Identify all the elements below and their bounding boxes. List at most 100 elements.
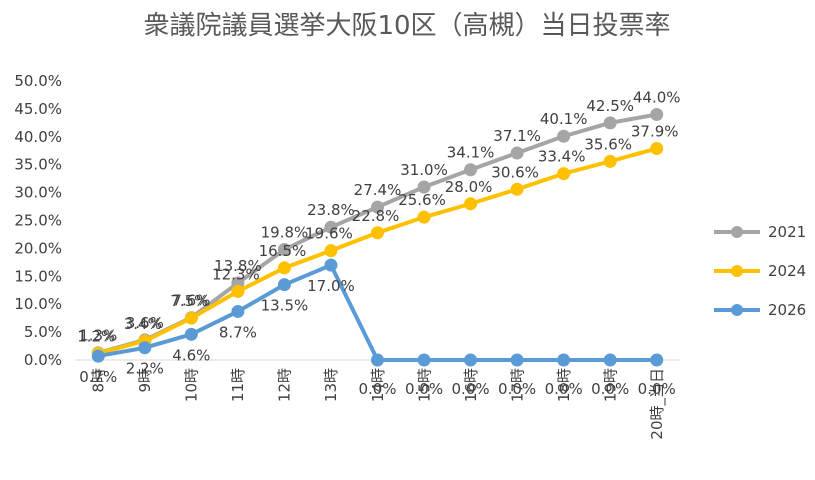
data-point-2026 bbox=[650, 353, 664, 367]
legend-item-2024: 2024 bbox=[714, 262, 806, 280]
y-tick-label: 20.0% bbox=[14, 239, 62, 257]
legend-item-2021: 2021 bbox=[714, 223, 806, 241]
data-point-2024 bbox=[510, 182, 524, 196]
data-label-2026: 0.0% bbox=[452, 380, 490, 398]
data-point-2021 bbox=[510, 146, 524, 160]
x-tick-label: 15時 bbox=[415, 368, 433, 402]
data-label-2021: 40.1% bbox=[540, 110, 588, 128]
legend-marker bbox=[731, 226, 743, 238]
data-point-2026 bbox=[184, 327, 198, 341]
data-label-2024: 37.9% bbox=[631, 123, 679, 141]
data-point-2024 bbox=[231, 284, 245, 298]
x-tick-label: 14時 bbox=[369, 368, 387, 402]
data-point-2021 bbox=[603, 116, 617, 130]
data-label-2021: 23.8% bbox=[307, 201, 355, 219]
data-point-2021 bbox=[650, 107, 664, 121]
data-label-2021: 19.8% bbox=[261, 224, 309, 242]
data-point-2026 bbox=[91, 349, 105, 363]
data-label-2026: 0.0% bbox=[358, 380, 396, 398]
data-label-2021: 1.3% bbox=[79, 327, 117, 345]
data-point-2026 bbox=[417, 353, 431, 367]
data-label-2024: 35.6% bbox=[584, 135, 632, 153]
data-point-2026 bbox=[371, 353, 384, 367]
y-tick-label: 0.0% bbox=[24, 351, 62, 369]
data-point-2026 bbox=[231, 304, 245, 318]
y-tick-label: 35.0% bbox=[14, 156, 62, 174]
data-point-2021 bbox=[371, 200, 384, 214]
data-point-2024 bbox=[324, 244, 338, 258]
x-tick-label: 13時 bbox=[322, 368, 340, 402]
series-layer bbox=[91, 107, 664, 367]
data-label-2021: 37.1% bbox=[493, 127, 541, 145]
x-axis: 8時 9時 10時 11時 12時 13時 14時 15時 16時 17時 18時 19時 20時_当日 bbox=[75, 359, 680, 440]
data-point-2026 bbox=[138, 341, 152, 355]
x-tick-label: 8時 bbox=[90, 368, 108, 393]
data-label-2024: 19.6% bbox=[305, 225, 353, 243]
data-label-2026: 4.6% bbox=[172, 346, 210, 364]
data-point-2024 bbox=[184, 311, 198, 325]
series-line-2024 bbox=[97, 146, 658, 356]
data-point-2024 bbox=[417, 210, 431, 224]
data-point-2021 bbox=[277, 243, 291, 257]
data-point-2021 bbox=[324, 220, 338, 234]
y-tick-label: 30.0% bbox=[14, 184, 62, 202]
data-point-2024 bbox=[557, 167, 571, 181]
data-label-2024: 3.4% bbox=[124, 315, 162, 333]
data-label-2021: 34.1% bbox=[447, 144, 495, 162]
y-tick-label: 50.0% bbox=[14, 72, 62, 90]
data-point-2026 bbox=[557, 353, 571, 367]
data-label-2021: 31.0% bbox=[400, 161, 448, 179]
data-label-2026: 0.0% bbox=[545, 380, 583, 398]
data-label-2021: 13.8% bbox=[214, 257, 262, 275]
x-tick-label: 16時 bbox=[462, 368, 480, 402]
data-label-2024: 28.0% bbox=[445, 178, 493, 196]
chart-title: 衆議院議員選挙大阪10区（高槻）当日投票率 bbox=[143, 11, 670, 41]
data-label-2024: 1.2% bbox=[77, 327, 115, 345]
data-label-2024: 25.6% bbox=[398, 191, 446, 209]
data-label-2026: 0.0% bbox=[498, 380, 536, 398]
data-point-2026 bbox=[603, 353, 617, 367]
data-label-2021: 27.4% bbox=[354, 181, 402, 199]
data-label-2026: 0.0% bbox=[591, 380, 629, 398]
y-tick-label: 15.0% bbox=[14, 267, 62, 285]
data-label-2026: 8.7% bbox=[219, 323, 257, 341]
x-tick-label: 9時 bbox=[136, 368, 154, 393]
data-label-2026: 13.5% bbox=[261, 297, 309, 315]
data-point-2026 bbox=[464, 353, 478, 367]
data-point-2024 bbox=[277, 261, 291, 275]
data-point-2021 bbox=[417, 180, 431, 194]
data-point-2024 bbox=[371, 226, 384, 240]
data-point-2024 bbox=[603, 154, 617, 168]
data-label-2026: 0.7% bbox=[79, 368, 117, 386]
data-point-2026 bbox=[324, 258, 338, 272]
data-point-2021 bbox=[464, 163, 478, 177]
legend-item-2026: 2026 bbox=[714, 301, 806, 319]
y-axis: 0.0% 5.0% 10.0% 15.0% 20.0% 25.0% 30.0% 35.0% 40… bbox=[14, 72, 62, 369]
x-tick-label: 20時_当日 bbox=[648, 368, 667, 440]
y-tick-label: 25.0% bbox=[14, 212, 62, 230]
x-tick-label: 11時 bbox=[229, 368, 247, 402]
y-tick-label: 40.0% bbox=[14, 128, 62, 146]
y-tick-label: 10.0% bbox=[14, 295, 62, 313]
legend-marker bbox=[731, 265, 743, 277]
data-point-2024 bbox=[464, 197, 478, 211]
legend-label: 2026 bbox=[768, 301, 806, 319]
data-label-2026: 17.0% bbox=[307, 277, 355, 295]
data-label-2024: 7.5% bbox=[170, 292, 208, 310]
data-label-2026: 2.2% bbox=[126, 360, 164, 378]
legend-label: 2021 bbox=[768, 223, 806, 241]
data-label-2024: 33.4% bbox=[538, 148, 586, 166]
legend: 2021 2024 2026 bbox=[714, 223, 806, 319]
data-label-2024: 22.8% bbox=[352, 207, 400, 225]
x-tick-label: 19時 bbox=[601, 368, 619, 402]
legend-marker bbox=[731, 304, 743, 316]
data-label-2021: 42.5% bbox=[586, 97, 634, 115]
x-tick-label: 10時 bbox=[183, 368, 201, 402]
y-tick-label: 45.0% bbox=[14, 100, 62, 118]
x-tick-label: 12時 bbox=[276, 368, 294, 402]
data-label-2021: 44.0% bbox=[633, 88, 681, 106]
data-labels: 1.3% 3.6% 7.6%13.8% 19.8% 23.8% 27.4% 31.0%34.… bbox=[77, 88, 680, 398]
data-label-2021: 7.6% bbox=[172, 292, 210, 310]
